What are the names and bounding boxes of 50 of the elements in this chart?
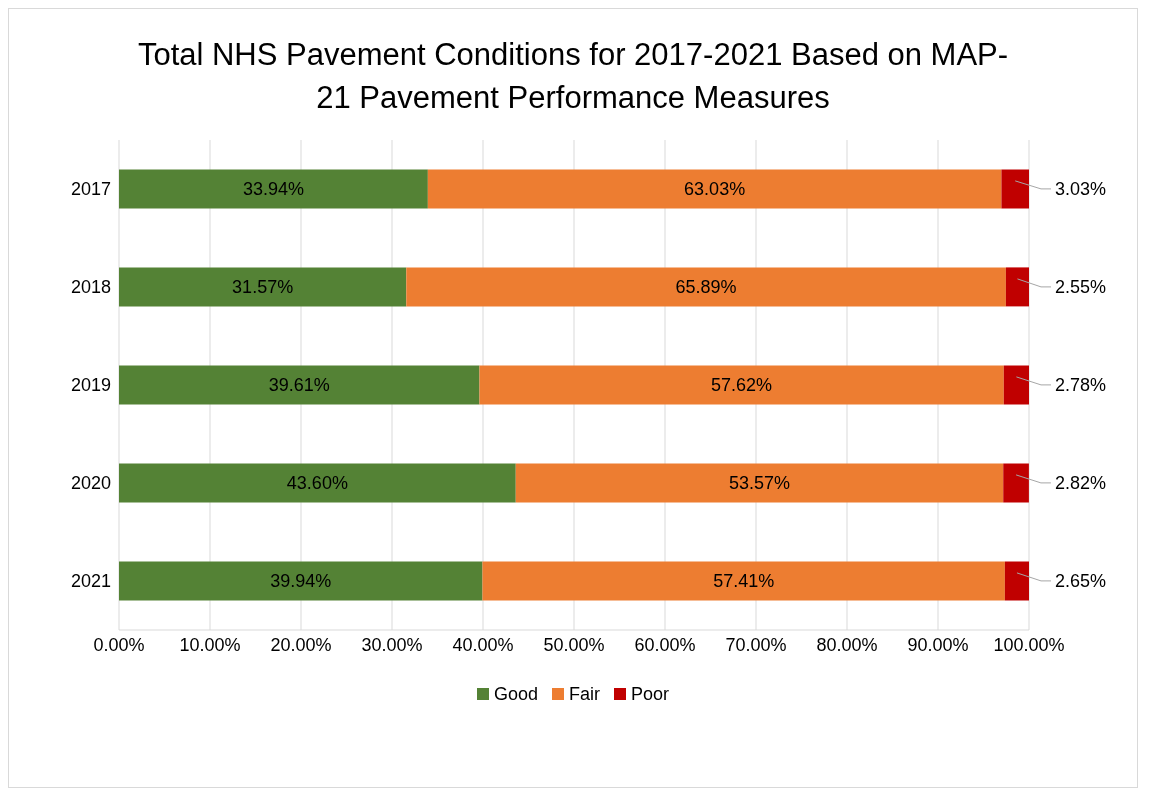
- data-label: 57.41%: [713, 570, 775, 591]
- y-tick-label: 2019: [70, 375, 111, 396]
- bar: [1001, 169, 1029, 209]
- bar: [119, 267, 407, 307]
- data-label: 31.57%: [232, 276, 294, 297]
- bar: [119, 561, 483, 601]
- bar: [119, 169, 428, 209]
- data-label: 2.78%: [1055, 374, 1107, 395]
- y-tick-label: 2017: [70, 179, 111, 200]
- chart-title: Total NHS Pavement Conditions for 2017-2021 Based on MAP-21 Pavement Performance Measures: [136, 36, 1010, 118]
- data-label: 65.89%: [675, 276, 737, 297]
- bar: [406, 267, 1006, 307]
- data-label: 3.03%: [1055, 178, 1107, 199]
- bar: [479, 365, 1004, 405]
- x-tick-label: 100.00%: [993, 634, 1065, 655]
- data-label: 2.82%: [1054, 472, 1106, 493]
- data-label: 39.61%: [268, 374, 330, 395]
- data-label: 39.94%: [270, 570, 332, 591]
- x-tick-label: 80.00%: [816, 634, 878, 655]
- x-tick-label: 40.00%: [452, 634, 514, 655]
- x-tick-label: 0.00%: [93, 634, 145, 655]
- x-tick-label: 60.00%: [634, 634, 696, 655]
- legend-label: Good: [492, 683, 538, 705]
- x-tick-label: 90.00%: [907, 634, 969, 655]
- x-tick-label: 20.00%: [270, 634, 332, 655]
- x-tick-label: 30.00%: [361, 634, 423, 655]
- data-label: 2.55%: [1055, 276, 1107, 297]
- data-label: 43.60%: [286, 472, 348, 493]
- y-tick-label: 2021: [70, 571, 111, 592]
- bar: [1004, 561, 1029, 601]
- bar: [515, 463, 1004, 503]
- bar: [427, 169, 1002, 209]
- data-label: 33.94%: [242, 178, 304, 199]
- bar: [1003, 463, 1029, 503]
- bar: [1003, 365, 1029, 405]
- data-label: 2.65%: [1055, 570, 1107, 591]
- bar: [119, 365, 480, 405]
- legend-label: Fair: [568, 683, 600, 705]
- data-label: 57.62%: [711, 374, 773, 395]
- legend-label: Poor: [630, 683, 670, 705]
- bar: [119, 463, 516, 503]
- x-tick-label: 70.00%: [725, 634, 787, 655]
- data-label: 53.57%: [728, 472, 791, 493]
- data-label: 63.03%: [684, 178, 746, 199]
- bar: [482, 561, 1005, 601]
- x-tick-label: 50.00%: [543, 634, 605, 655]
- bar: [1005, 267, 1029, 307]
- y-tick-label: 2020: [70, 473, 111, 494]
- y-tick-label: 2018: [70, 277, 111, 298]
- x-tick-label: 10.00%: [179, 634, 241, 655]
